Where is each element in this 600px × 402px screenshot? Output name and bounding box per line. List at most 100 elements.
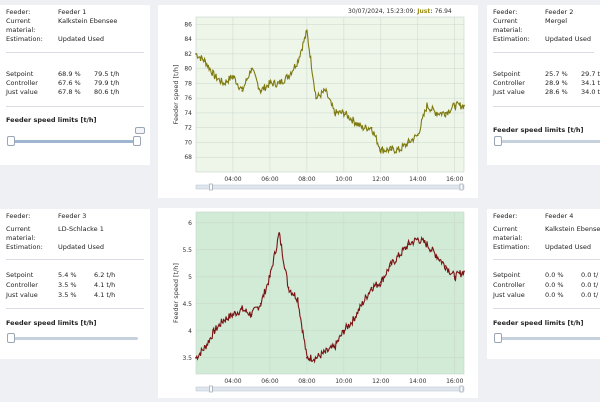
estimation-value: Updated Used [545,35,592,43]
just-value-pct: 3.5 % [58,291,77,299]
data-point [269,275,271,278]
divider [6,308,144,309]
material-value: Kalkstein Ebensee [58,17,118,25]
data-point [204,346,207,348]
data-point [241,308,244,311]
slider-max-thumb[interactable] [133,136,141,146]
setpoint-th: 0.0 t/ [581,271,599,279]
y-tick-label: 4.5 [182,301,192,308]
x-tick-label: 04:00 [224,378,241,385]
y-tick-label: 5 [188,274,192,281]
data-point [232,313,234,316]
feeder-name: Feeder 4 [545,212,574,220]
data-point [379,148,382,151]
x-tick-label: 06:00 [261,176,278,183]
data-point [444,265,447,267]
feeder-1-speed-chart-svg[interactable]: 68 70 72 74 76 78 80 82 84 86 04:00 06:00 08:00 10:00… [158,5,478,198]
feeder-name: Feeder 1 [58,8,87,16]
plot-area [195,211,465,375]
data-point [195,53,197,55]
y-tick-label: 72 [184,125,192,132]
data-point [416,238,419,240]
controller-label: Controller [493,281,525,289]
data-point [250,313,253,316]
limits-title: Feeder speed limits [t/h] [6,319,97,327]
divider [493,308,600,309]
speed-limits-slider[interactable] [7,333,138,343]
tooltip-timestamp: 30/07/2024, 15:23:09: [348,8,416,15]
data-point [342,329,345,332]
setpoint-th: 6.2 t/h [94,271,116,279]
feeder-3-speed-chart-svg[interactable]: 3.5 4 4.5 5 5.5 6 04:00 06:00 08:00 10:00 12:00 14:… [158,208,478,398]
data-point [269,82,271,85]
y-tick-label: 82 [184,51,192,58]
controller-th: 4.1 t/h [94,281,116,289]
y-tick-label: 70 [184,139,192,146]
y-axis-label: Feeder speed [t/h] [172,65,180,125]
estimation-value: Updated Used [545,243,592,251]
setpoint-label: Setpoint [493,70,521,78]
just-value-th: 4.1 t/h [94,291,116,299]
speed-limits-slider[interactable] [494,136,600,146]
estimation-value: Updated Used [58,35,105,43]
data-point [333,112,336,114]
x-tick-label: 12:00 [372,176,389,183]
speed-limits-slider[interactable] [494,333,600,343]
range-navigator [195,184,465,190]
just-value-pct: 0.0 % [545,291,564,299]
data-point [435,254,438,257]
material-label: Current material: [6,17,36,34]
feeder-label: Feeder: [6,212,31,220]
just-value-label: Just value [493,88,525,96]
data-point [241,89,244,92]
setpoint-pct: 68.9 % [58,70,81,78]
x-tick-label: 16:00 [446,378,463,385]
estimation-label: Estimation: [493,243,530,251]
controller-pct: 3.5 % [58,281,77,289]
navigator-handle [209,183,213,191]
estimation-label: Estimation: [6,35,43,43]
feeder-panel-2: Feeder: Feeder 2 Current material: Mergel … [487,5,600,165]
estimation-label: Estimation: [493,35,530,43]
data-point [324,89,327,92]
tooltip-series: Just: [417,8,433,15]
feeder-label: Feeder: [493,8,518,16]
feeder-3-speed-chart[interactable]: 3.5 4 4.5 5 5.5 6 04:00 06:00 08:00 10:00 12:00 14:… [158,208,478,398]
y-tick-label: 3.5 [182,355,192,362]
slider-min-thumb[interactable] [494,333,502,343]
data-point [389,148,391,151]
just-value-label: Just value [493,291,525,299]
material-label: Current material: [493,17,523,34]
series-line [196,28,465,155]
data-point [324,351,327,354]
feeder-1-speed-chart[interactable]: 68 70 72 74 76 78 80 82 84 86 04:00 06:00 08:00 10:00… [158,5,478,198]
divider [493,52,594,53]
feeder-name: Feeder 2 [545,8,574,16]
data-point [426,243,428,246]
slider-min-thumb[interactable] [7,136,15,146]
data-point [463,270,465,273]
series-line [195,232,465,364]
feeder-label: Feeder: [6,8,31,16]
data-point [278,82,281,85]
navigator-handle [459,183,464,191]
x-tick-label: 14:00 [409,176,426,183]
data-point [444,112,447,114]
data-point [222,319,225,321]
speed-limits-slider[interactable] [7,136,141,146]
data-point [250,67,253,70]
material-value: LD-Schlacke 1 [58,225,104,233]
slider-min-thumb[interactable] [494,136,502,146]
divider [493,259,600,260]
x-tick-label: 08:00 [298,176,315,183]
just-value-label: Just value [6,88,38,96]
estimation-value: Updated Used [58,243,105,251]
expand-button[interactable] [135,127,145,134]
limits-title: Feeder speed limits [t/h] [493,319,584,327]
range-navigator [195,386,465,392]
y-tick-label: 86 [184,21,192,28]
x-tick-label: 10:00 [335,176,352,183]
x-tick-label: 08:00 [298,378,315,385]
y-tick-label: 76 [184,95,192,102]
slider-min-thumb[interactable] [7,333,15,343]
